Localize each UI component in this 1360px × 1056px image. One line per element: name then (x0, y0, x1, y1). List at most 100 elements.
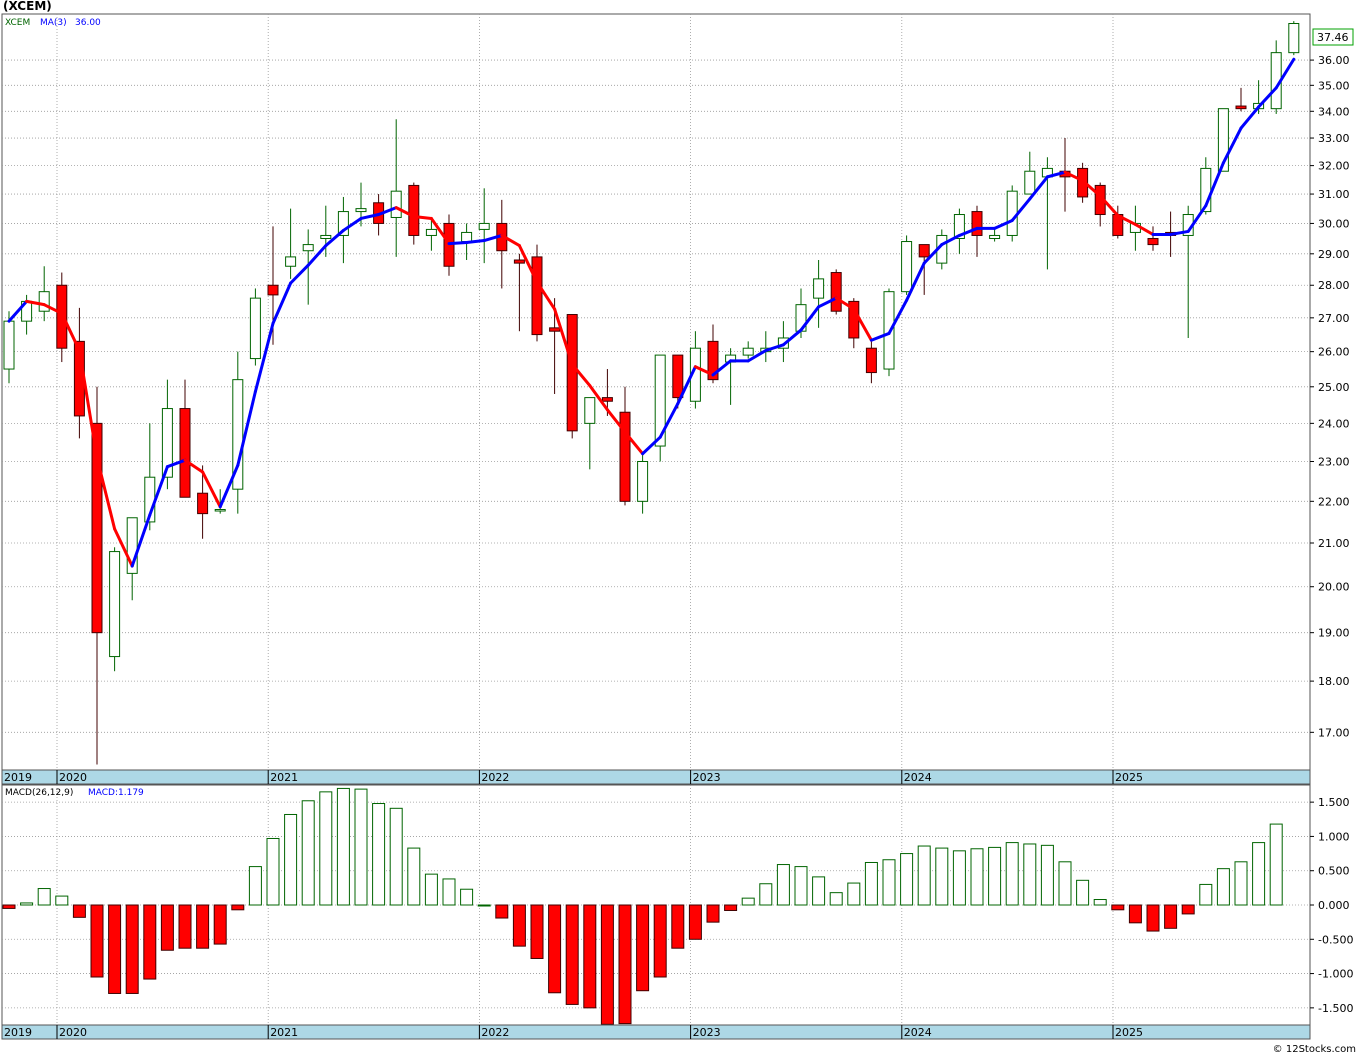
ma-segment (1221, 126, 1243, 165)
ma-segment (781, 328, 803, 347)
macd-bar (354, 788, 368, 906)
ma-segment (1010, 197, 1032, 222)
macd-tick-label: -0.500 (1318, 933, 1353, 946)
legend-symbol: XCEM (5, 18, 30, 28)
candle-body (1147, 237, 1159, 246)
ma-segment (517, 244, 539, 284)
candle-body (285, 256, 297, 267)
price-candle (531, 244, 543, 342)
macd-year-label: 2021 (270, 1026, 298, 1039)
price-candle (1024, 151, 1036, 195)
price-tick-label: 33.00 (1318, 132, 1350, 145)
macd-bar (266, 837, 280, 906)
ma-segment (1045, 170, 1067, 179)
candle-body (249, 297, 261, 360)
candle-body (707, 340, 719, 381)
legend-ma-value: 36.00 (75, 18, 101, 28)
price-candle (901, 235, 913, 295)
ma-segment (940, 233, 961, 247)
price-candle (566, 314, 578, 439)
ma-segment (1186, 204, 1208, 233)
macd-bar (1076, 879, 1090, 906)
candle-body (989, 234, 1001, 239)
candle-body (742, 347, 754, 356)
price-gridlines (2, 14, 1310, 770)
macd-year-label: 2019 (4, 1026, 32, 1039)
ma-segment (1116, 214, 1137, 226)
macd-bar (37, 888, 51, 906)
macd-bar (882, 859, 896, 906)
price-tick-label: 30.00 (1318, 217, 1350, 230)
macd-tick-label: 0.500 (1318, 865, 1350, 878)
macd-bar (847, 882, 861, 906)
price-candle (232, 351, 244, 514)
macd-bars (2, 787, 1283, 1025)
candle-body (654, 354, 666, 447)
macd-bar (917, 845, 931, 906)
macd-bar (706, 904, 720, 923)
ma-segment (482, 233, 504, 243)
candle-body (179, 408, 191, 498)
price-candle (865, 341, 877, 384)
candle-body (390, 190, 402, 218)
macd-bar (160, 904, 174, 951)
macd-bar (864, 861, 878, 906)
ma-segment (359, 213, 381, 220)
macd-bar (301, 800, 315, 906)
macd-year-label: 2024 (904, 1026, 932, 1039)
macd-bar (20, 902, 34, 906)
last-price-label: 37.46 (1317, 31, 1349, 44)
candle-body (566, 314, 578, 432)
macd-bar (248, 866, 262, 906)
macd-bar (1216, 868, 1230, 906)
macd-year-label: 2023 (693, 1026, 721, 1039)
ma-segment (201, 470, 222, 509)
candle-body (425, 228, 437, 236)
ma-segment (271, 281, 293, 325)
price-candle (619, 386, 631, 506)
candle-body (267, 284, 279, 296)
macd-bar (988, 846, 1002, 906)
price-year-label: 2023 (693, 771, 721, 784)
ma-segment (377, 206, 398, 217)
macd-year-label: 2020 (59, 1026, 87, 1039)
price-tick-label: 35.00 (1318, 79, 1350, 92)
ma-segment (412, 214, 433, 220)
candle-body (513, 259, 525, 264)
candle-body (1235, 105, 1247, 110)
ma-segment (852, 307, 873, 342)
ma-segment (341, 216, 363, 232)
macd-year-label: 2022 (481, 1026, 509, 1039)
macd-bar (372, 803, 386, 906)
macd-legend-value: MACD:1.179 (88, 788, 144, 798)
price-candle (584, 397, 596, 470)
ma-segment (641, 435, 662, 456)
ma-segment (429, 216, 451, 246)
ma-segment (623, 430, 645, 456)
price-candle (1147, 226, 1159, 251)
ma-segment (42, 303, 64, 315)
price-candle (742, 341, 754, 359)
price-tick-label: 17.00 (1318, 726, 1350, 739)
candle-body (91, 422, 103, 634)
ma-segment (799, 305, 821, 332)
price-tick-label: 25.00 (1318, 381, 1350, 394)
price-year-label: 2022 (481, 771, 509, 784)
macd-x-axis-years: 2019 2020 2021 2022 2023 2024 2025 (4, 1025, 1143, 1039)
macd-bar (1252, 842, 1266, 906)
price-year-label: 2024 (904, 771, 932, 784)
price-candle (56, 272, 68, 363)
price-candle (197, 465, 209, 539)
ma-segment (711, 359, 733, 377)
macd-bar (618, 904, 632, 1025)
candle-body (320, 234, 332, 239)
macd-bar (1199, 883, 1213, 906)
ma-segment (306, 244, 328, 267)
price-candle (214, 489, 226, 514)
price-year-label: 2019 (4, 771, 32, 784)
macd-bar (2, 904, 16, 909)
price-candle (390, 119, 402, 257)
macd-bar (90, 904, 104, 978)
price-candle (971, 205, 983, 257)
price-candle (408, 182, 420, 245)
